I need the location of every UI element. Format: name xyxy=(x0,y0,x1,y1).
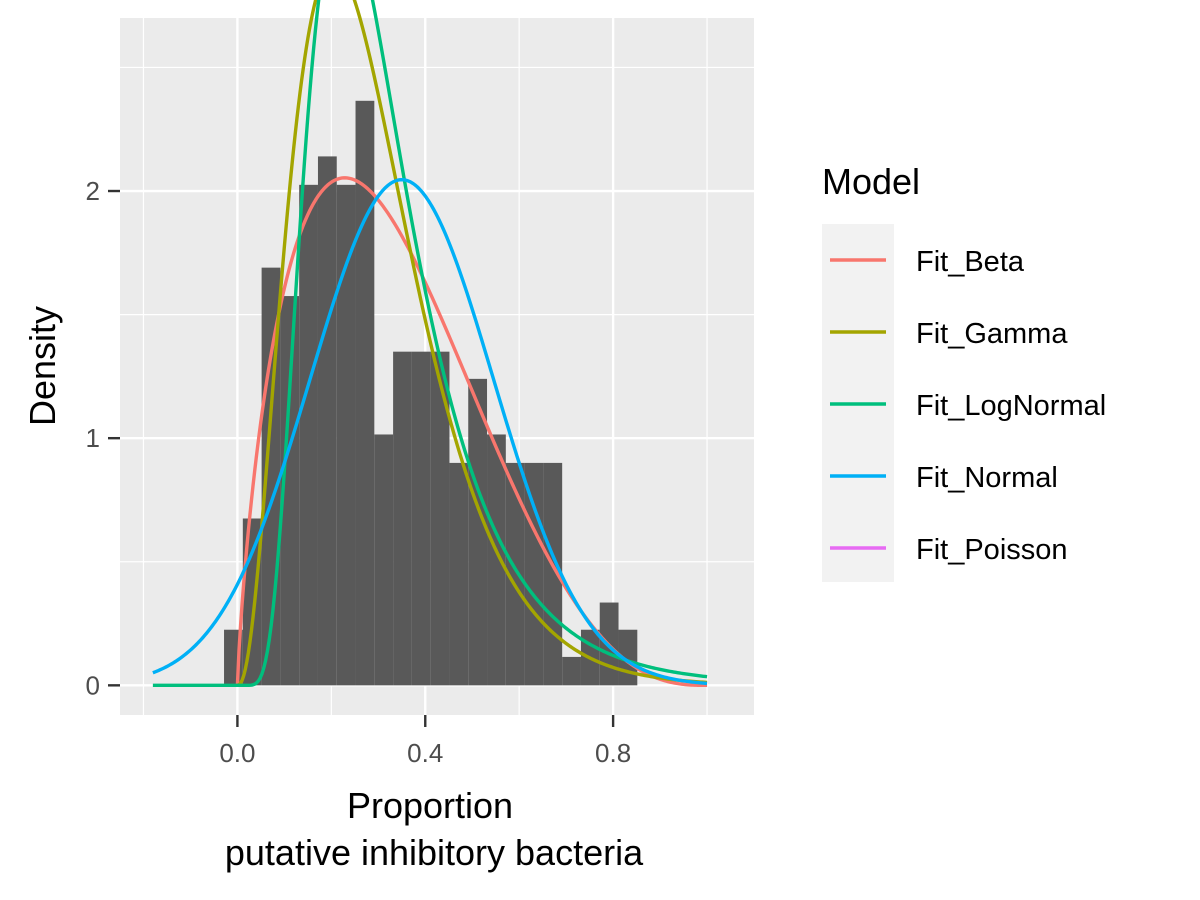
x-tick-label: 0.0 xyxy=(219,738,255,768)
x-tick-label: 0.8 xyxy=(595,738,631,768)
histogram-bar xyxy=(336,184,356,686)
histogram-bar xyxy=(562,656,581,686)
x-axis-title-line-1: Proportion xyxy=(347,785,513,826)
x-axis-title-line-2: putative inhibitory bacteria xyxy=(225,832,644,873)
histogram-bar xyxy=(374,434,394,686)
histogram-bars xyxy=(224,100,638,686)
legend: Model Fit_BetaFit_GammaFit_LogNormalFit_… xyxy=(822,161,1106,582)
legend-label: Fit_Beta xyxy=(916,246,1025,278)
y-tick-label: 2 xyxy=(86,176,100,206)
fit-curve-fit-gamma xyxy=(236,0,708,687)
histogram-bar xyxy=(299,184,318,686)
legend-label: Fit_LogNormal xyxy=(916,390,1106,422)
legend-label: Fit_Gamma xyxy=(916,318,1068,350)
histogram-bar xyxy=(393,351,412,686)
y-tick-label: 0 xyxy=(86,670,100,700)
y-axis: 0 1 2 xyxy=(86,176,120,700)
legend-label: Fit_Poisson xyxy=(916,534,1068,566)
fit-curve-fit-lognormal xyxy=(152,0,708,688)
histogram-bar xyxy=(487,434,506,686)
histogram-bar xyxy=(505,462,525,686)
fit-curves xyxy=(152,0,708,688)
histogram-bar xyxy=(280,296,300,686)
y-axis-title: Density xyxy=(22,306,63,426)
histogram-bar xyxy=(355,100,375,686)
histogram-bar xyxy=(411,351,431,686)
fit-curve-fit-normal xyxy=(152,177,708,686)
histogram-bar xyxy=(449,462,469,686)
legend-entries: Fit_Beta Fit_Gamma Fit_LogNormal Fit_Normal… xyxy=(830,246,1106,566)
histogram-bar xyxy=(468,378,488,686)
histogram-bar xyxy=(524,462,544,686)
x-tick-label: 0.4 xyxy=(407,738,443,768)
x-axis: 0.0 0.4 0.8 xyxy=(219,715,631,768)
histogram-bar xyxy=(317,156,337,686)
histogram-bar xyxy=(430,351,450,686)
y-tick-label: 1 xyxy=(86,423,100,453)
legend-title: Model xyxy=(822,161,920,202)
legend-label: Fit_Normal xyxy=(916,462,1058,494)
